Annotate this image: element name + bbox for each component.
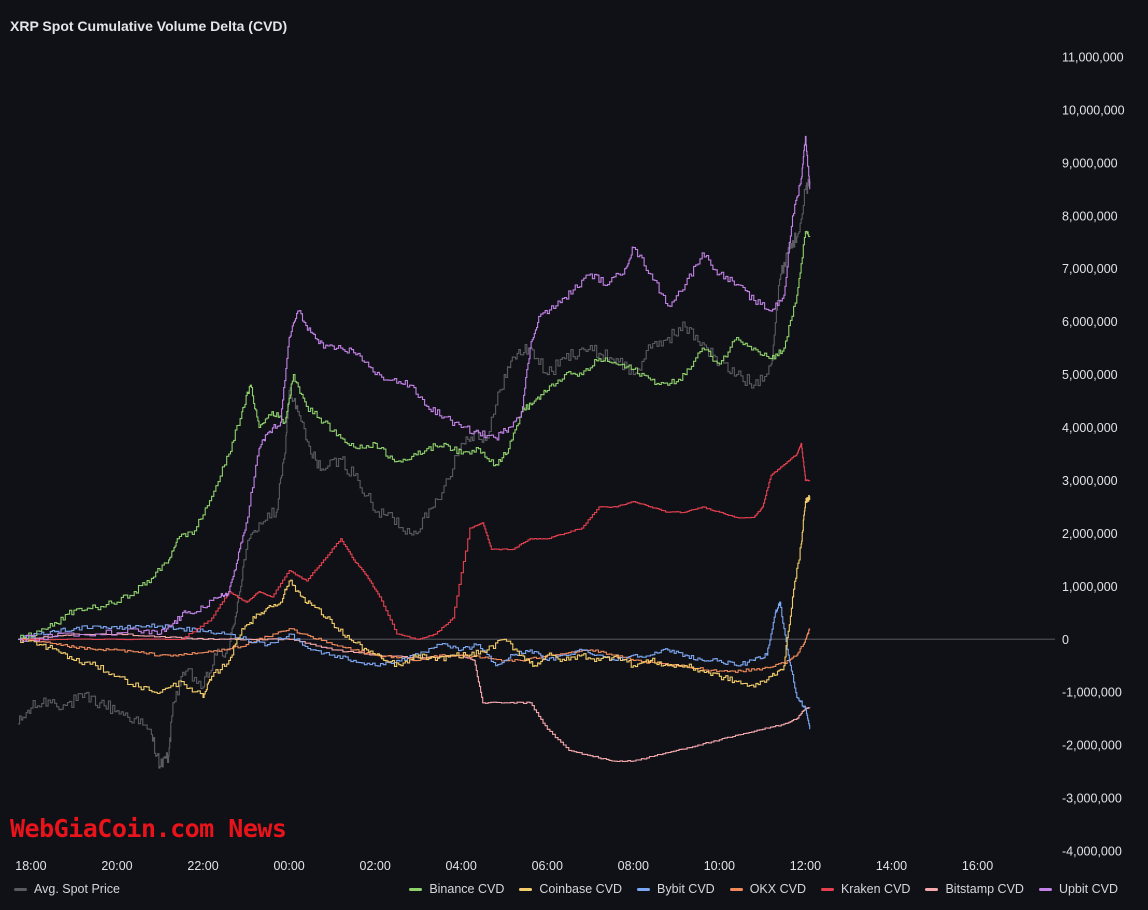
x-tick-label: 18:00 — [15, 859, 46, 873]
x-tick-label: 16:00 — [962, 859, 993, 873]
x-tick-label: 08:00 — [618, 859, 649, 873]
series-line-bitstamp-cvd — [18, 633, 811, 763]
x-axis: 18:00 20:00 22:00 00:00 02:00 04:00 06:00 08:00… — [15, 859, 993, 873]
legend-item-bitstamp-cvd[interactable]: Bitstamp CVD — [925, 882, 1024, 896]
x-tick-label: 06:00 — [532, 859, 563, 873]
chart-title: XRP Spot Cumulative Volume Delta (CVD) — [10, 18, 288, 34]
legend-item-upbit-cvd[interactable]: Upbit CVD — [1038, 882, 1118, 896]
x-tick-label: 00:00 — [273, 859, 304, 873]
legend-item-kraken-cvd[interactable]: Kraken CVD — [820, 882, 911, 896]
y-tick-label: -4,000,000 — [1062, 845, 1122, 859]
legend-swatch — [1038, 887, 1052, 891]
legend-label: Kraken CVD — [840, 882, 911, 896]
legend-label: Bitstamp CVD — [945, 882, 1024, 896]
series-line-binance-cvd — [18, 230, 811, 640]
y-tick-label: -3,000,000 — [1062, 792, 1122, 806]
legend-label: OKX CVD — [749, 882, 806, 896]
legend-item-avg-spot-price[interactable]: Avg. Spot Price — [14, 882, 120, 896]
y-tick-label: -1,000,000 — [1062, 686, 1122, 700]
y-tick-label: 3,000,000 — [1062, 474, 1118, 488]
legend-swatch — [820, 887, 834, 891]
series-line-avg-spot-price — [18, 178, 811, 769]
x-tick-label: 14:00 — [876, 859, 907, 873]
y-tick-label: -2,000,000 — [1062, 739, 1122, 753]
legend-swatch — [409, 887, 423, 891]
legend-label: Avg. Spot Price — [34, 882, 120, 896]
legend-label: Binance CVD — [429, 882, 505, 896]
series-line-upbit-cvd — [18, 135, 811, 642]
y-tick-label: 4,000,000 — [1062, 421, 1118, 435]
legend-swatch — [637, 887, 651, 891]
series-line-coinbase-cvd — [18, 495, 811, 699]
x-tick-label: 20:00 — [101, 859, 132, 873]
legend-swatch — [519, 887, 533, 891]
y-axis: 11,000,000 10,000,000 9,000,000 8,000,000 7,… — [1062, 51, 1125, 859]
y-tick-label: 7,000,000 — [1062, 262, 1118, 276]
x-tick-label: 04:00 — [446, 859, 477, 873]
series-line-kraken-cvd — [18, 442, 811, 641]
legend-swatch — [925, 887, 939, 891]
x-tick-label: 10:00 — [704, 859, 735, 873]
x-tick-label: 22:00 — [187, 859, 218, 873]
legend-item-bybit-cvd[interactable]: Bybit CVD — [637, 882, 715, 896]
y-tick-label: 11,000,000 — [1062, 51, 1124, 65]
legend-label: Upbit CVD — [1058, 882, 1118, 896]
legend-label: Coinbase CVD — [539, 882, 623, 896]
y-tick-label: 6,000,000 — [1062, 315, 1118, 329]
y-tick-label: 8,000,000 — [1062, 209, 1118, 223]
legend-label: Bybit CVD — [657, 882, 715, 896]
legend-left: Avg. Spot Price — [14, 882, 120, 896]
legend-item-binance-cvd[interactable]: Binance CVD — [409, 882, 504, 896]
series-lines — [18, 135, 811, 769]
y-tick-label: 5,000,000 — [1062, 368, 1118, 382]
y-tick-label: 9,000,000 — [1062, 156, 1118, 170]
series-line-bybit-cvd — [18, 601, 811, 730]
legend-swatch — [729, 887, 743, 891]
legend-swatch — [14, 887, 27, 891]
y-tick-label: 10,000,000 — [1062, 103, 1125, 117]
watermark: WebGiaCoin.com News — [10, 814, 287, 843]
x-tick-label: 02:00 — [360, 859, 391, 873]
legend-item-okx-cvd[interactable]: OKX CVD — [729, 882, 806, 896]
y-tick-label: 0 — [1062, 633, 1069, 647]
legend-item-coinbase-cvd[interactable]: Coinbase CVD — [519, 882, 622, 896]
y-tick-label: 2,000,000 — [1062, 527, 1118, 541]
y-tick-label: 1,000,000 — [1062, 580, 1118, 594]
x-tick-label: 12:00 — [790, 859, 821, 873]
legend-right: Binance CVD Coinbase CVD Bybit CVD OKX CVD K… — [409, 882, 1118, 896]
